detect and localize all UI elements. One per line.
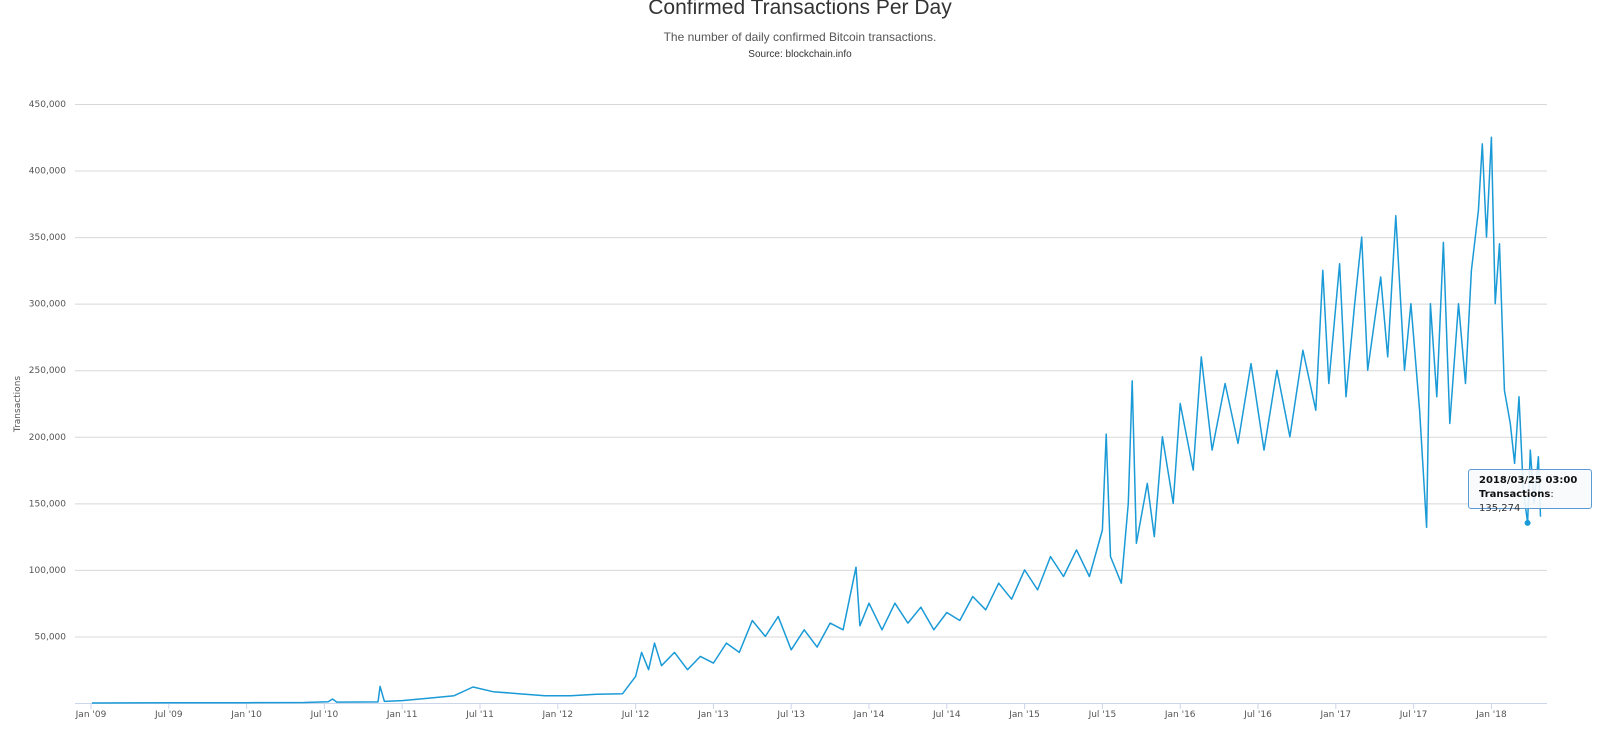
x-tick-label: Jan '17 bbox=[1319, 710, 1351, 720]
x-tick-label: Jul '16 bbox=[1243, 710, 1272, 720]
series-line-transactions[interactable] bbox=[91, 136, 1542, 704]
x-tick-label: Jan '13 bbox=[697, 710, 729, 720]
y-tick-label: 450,000 bbox=[29, 100, 66, 110]
chart-subtitle: The number of daily confirmed Bitcoin tr… bbox=[663, 30, 937, 44]
x-tick-label: Jan '18 bbox=[1475, 710, 1507, 720]
y-tick-label: 200,000 bbox=[29, 433, 66, 443]
x-tick-label: Jul '17 bbox=[1399, 710, 1428, 720]
tooltip-value: 135,274 bbox=[1479, 503, 1521, 514]
chart-source: Source: blockchain.info bbox=[748, 49, 852, 60]
y-tick-label: 100,000 bbox=[29, 566, 66, 576]
x-axis-ticks: Jan '09 Jul '09 Jan '10 Jul '10 Jan '11 Jul '… bbox=[75, 703, 1507, 720]
x-tick-label: Jan '12 bbox=[541, 710, 573, 720]
y-tick-label: 300,000 bbox=[29, 300, 66, 310]
y-tick-label: 250,000 bbox=[29, 366, 66, 376]
x-tick-label: Jul '13 bbox=[776, 710, 805, 720]
x-tick-label: Jul '14 bbox=[932, 710, 961, 720]
y-tick-label: 50,000 bbox=[35, 632, 67, 642]
y-axis-label: Transactions bbox=[13, 376, 23, 433]
y-tick-label: 400,000 bbox=[29, 167, 66, 177]
x-tick-label: Jul '11 bbox=[465, 710, 494, 720]
x-tick-label: Jan '16 bbox=[1164, 710, 1196, 720]
x-tick-label: Jan '11 bbox=[386, 710, 418, 720]
x-tick-label: Jul '12 bbox=[621, 710, 650, 720]
y-tick-label: 350,000 bbox=[29, 233, 66, 243]
x-tick-label: Jul '15 bbox=[1088, 710, 1117, 720]
hover-point-marker bbox=[1524, 519, 1531, 526]
chart-title: Confirmed Transactions Per Day bbox=[648, 0, 952, 19]
x-tick-label: Jan '09 bbox=[75, 710, 107, 720]
y-axis-ticks: 50,000 100,000 150,000 200,000 250,000 300,00… bbox=[29, 100, 66, 642]
y-tick-label: 150,000 bbox=[29, 499, 66, 509]
gridlines bbox=[75, 104, 1547, 704]
x-tick-label: Jul '10 bbox=[310, 710, 339, 720]
tooltip-date: 2018/03/25 03:00 bbox=[1479, 475, 1578, 486]
x-tick-label: Jan '15 bbox=[1008, 710, 1040, 720]
x-tick-label: Jul '09 bbox=[154, 710, 183, 720]
x-tick-label: Jan '10 bbox=[230, 710, 262, 720]
tooltip-label: Transactions bbox=[1479, 489, 1551, 500]
x-tick-label: Jan '14 bbox=[853, 710, 885, 720]
tooltip: 2018/03/25 03:00 Transactions: 135,274 bbox=[1468, 469, 1592, 514]
